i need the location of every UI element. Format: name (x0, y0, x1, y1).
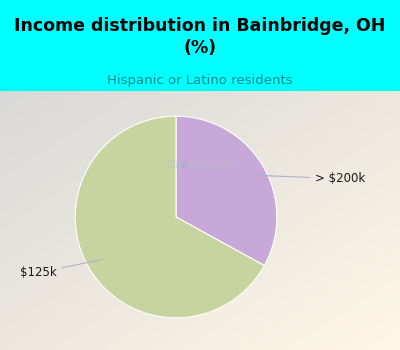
Text: ●: ● (180, 160, 188, 169)
Text: Income distribution in Bainbridge, OH
(%): Income distribution in Bainbridge, OH (%… (14, 17, 386, 57)
Text: > $200k: > $200k (250, 172, 365, 185)
Wedge shape (176, 116, 277, 266)
Text: City-Data.com: City-Data.com (166, 160, 236, 170)
Wedge shape (75, 116, 264, 318)
Text: $125k: $125k (20, 260, 102, 279)
Text: Hispanic or Latino residents: Hispanic or Latino residents (107, 74, 293, 87)
